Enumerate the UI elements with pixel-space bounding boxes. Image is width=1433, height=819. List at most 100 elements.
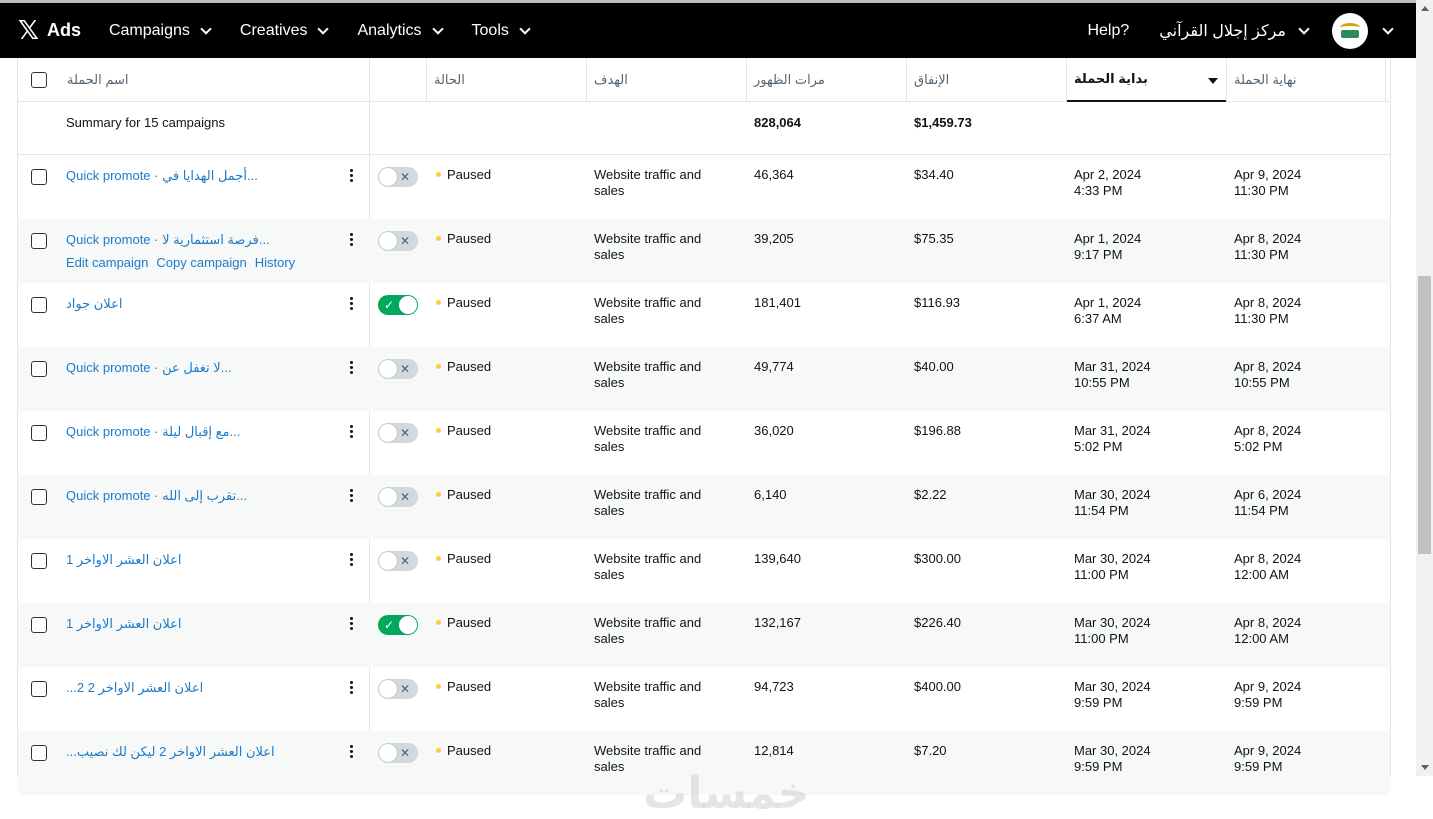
campaign-toggle[interactable]: ✓ (378, 615, 418, 635)
campaign-name-link[interactable]: Quick promote · تقرب إلى الله... (66, 488, 248, 503)
row-checkbox[interactable] (31, 745, 47, 761)
campaign-name-link[interactable]: Quick promote · مع إقبال ليلة... (66, 424, 241, 439)
impressions-cell: 6,140 (754, 487, 787, 502)
table-row[interactable]: Quick promote · لا تغفل عن... ✕ Paused Webs… (18, 347, 1390, 411)
more-options-icon[interactable] (350, 361, 354, 375)
objective-line-2: sales (594, 759, 625, 774)
end-date: Apr 9, 2024 (1234, 679, 1302, 694)
status-label: Paused (447, 551, 492, 566)
table-row[interactable]: اعلان العشر الاواخر 1 ✕ Paused Website traf… (18, 539, 1390, 603)
more-options-icon[interactable] (350, 553, 354, 567)
table-row[interactable]: Quick promote · مع إقبال ليلة... ✕ Paused W… (18, 411, 1390, 475)
select-all-checkbox[interactable] (31, 72, 47, 88)
nav-campaigns[interactable]: Campaigns (109, 22, 212, 40)
status-badge: Paused (436, 359, 491, 375)
row-checkbox[interactable] (31, 489, 47, 505)
row-checkbox[interactable] (31, 297, 47, 313)
scroll-up-icon[interactable] (1421, 6, 1429, 11)
nav-analytics[interactable]: Analytics (357, 22, 444, 40)
scroll-down-icon[interactable] (1421, 765, 1429, 770)
x-ads-logo[interactable]: 𝕏 Ads (18, 16, 81, 46)
start-time: 11:00 PM (1074, 567, 1129, 582)
table-row[interactable]: اعلان العشر الاواخر 2 2... ✕ Paused Website… (18, 667, 1390, 731)
row-checkbox[interactable] (31, 553, 47, 569)
end-time: 11:30 PM (1234, 183, 1289, 198)
campaign-toggle[interactable]: ✕ (378, 423, 418, 443)
status-label: Paused (447, 743, 492, 758)
nav-creatives[interactable]: Creatives (240, 22, 330, 40)
chevron-down-icon (519, 22, 531, 35)
table-row[interactable]: Quick promote · تقرب إلى الله... ✕ Paused W… (18, 475, 1390, 539)
avatar (1332, 12, 1368, 49)
more-options-icon[interactable] (350, 681, 354, 695)
toggle-knob (379, 744, 397, 762)
account-switcher[interactable]: مركز إجلال القرآني (1159, 12, 1394, 49)
help-link[interactable]: Help? (1087, 21, 1130, 39)
campaign-name-link[interactable]: Quick promote · لا تغفل عن... (66, 360, 232, 375)
objective-cell: Website traffic and sales (594, 679, 701, 711)
row-checkbox[interactable] (31, 361, 47, 377)
campaign-toggle[interactable]: ✓ (378, 295, 418, 315)
more-options-icon[interactable] (350, 489, 354, 503)
start-time: 9:59 PM (1074, 695, 1123, 710)
column-header-impressions[interactable]: مرات الظهور (746, 58, 906, 102)
scrollbar-thumb[interactable] (1418, 276, 1431, 554)
campaign-name-link[interactable]: اعلان العشر الاواخر 1 (66, 616, 182, 631)
end-time: 12:00 AM (1234, 567, 1289, 582)
campaign-toggle[interactable]: ✕ (378, 679, 418, 699)
start-date: Apr 1, 2024 (1074, 295, 1142, 310)
status-label: Paused (447, 231, 492, 246)
objective-cell: Website traffic and sales (594, 231, 701, 263)
end-date-cell: Apr 9, 2024 9:59 PM (1234, 743, 1301, 775)
copy-campaign-link[interactable]: Copy campaign (156, 255, 247, 270)
campaign-name-link[interactable]: Quick promote · أجمل الهدايا في... (66, 168, 258, 183)
campaign-name-link[interactable]: Quick promote · فرصة استثمارية لا... (66, 232, 270, 247)
end-time: 12:00 AM (1234, 631, 1289, 646)
edit-campaign-link[interactable]: Edit campaign (66, 255, 149, 270)
table-row[interactable]: اعلان جواد ✓ Paused Website traffic and sale… (18, 283, 1390, 347)
more-options-icon[interactable] (350, 297, 354, 311)
table-row[interactable]: Quick promote · أجمل الهدايا في... ✕ Pause… (18, 155, 1390, 219)
column-header-end[interactable]: نهاية الحملة (1226, 58, 1386, 102)
more-options-icon[interactable] (350, 169, 354, 183)
impressions-cell: 12,814 (754, 743, 794, 758)
table-row[interactable]: Quick promote · فرصة استثمارية لا... Edit… (18, 219, 1390, 283)
spend-cell: $40.00 (914, 359, 954, 374)
row-checkbox[interactable] (31, 681, 47, 697)
end-time: 10:55 PM (1234, 375, 1290, 390)
campaign-name-link[interactable]: اعلان العشر الاواخر 1 (66, 552, 182, 567)
more-options-icon[interactable] (350, 745, 354, 759)
table-row[interactable]: اعلان العشر الاواخر 1 ✓ Paused Website traf… (18, 603, 1390, 667)
row-checkbox[interactable] (31, 233, 47, 249)
campaign-name-link[interactable]: اعلان العشر الاواخر 2 ليكن لك نصيب... (66, 744, 275, 759)
column-divider (586, 58, 587, 102)
campaign-name-link[interactable]: اعلان جواد (66, 296, 123, 311)
more-options-icon[interactable] (350, 233, 354, 247)
column-header-status[interactable]: الحالة (426, 58, 586, 102)
nav-tools[interactable]: Tools (472, 22, 531, 40)
start-date: Mar 30, 2024 (1074, 743, 1151, 758)
spend-cell: $75.35 (914, 231, 954, 246)
campaign-toggle[interactable]: ✕ (378, 487, 418, 507)
more-options-icon[interactable] (350, 617, 354, 631)
campaign-toggle[interactable]: ✕ (378, 359, 418, 379)
chevron-down-icon (317, 22, 330, 35)
campaign-toggle[interactable]: ✕ (378, 231, 418, 251)
campaign-toggle[interactable]: ✕ (378, 167, 418, 187)
more-options-icon[interactable] (350, 425, 354, 439)
objective-cell: Website traffic and sales (594, 423, 701, 455)
row-checkbox[interactable] (31, 425, 47, 441)
column-header-spend[interactable]: الإنفاق (906, 58, 1066, 102)
column-header-objective[interactable]: الهدف (586, 58, 746, 102)
history-link[interactable]: History (254, 255, 296, 270)
campaign-toggle[interactable]: ✕ (378, 743, 418, 763)
column-header-name[interactable]: اسم الحملة (58, 58, 369, 102)
end-date: Apr 8, 2024 (1234, 231, 1302, 246)
row-checkbox[interactable] (31, 169, 47, 185)
row-checkbox[interactable] (31, 617, 47, 633)
column-header-start[interactable]: بداية الحملة (1066, 58, 1226, 102)
vertical-scrollbar[interactable] (1416, 0, 1433, 776)
sort-descending-icon[interactable] (1208, 78, 1218, 84)
campaign-name-link[interactable]: اعلان العشر الاواخر 2 2... (66, 680, 204, 695)
campaign-toggle[interactable]: ✕ (378, 551, 418, 571)
